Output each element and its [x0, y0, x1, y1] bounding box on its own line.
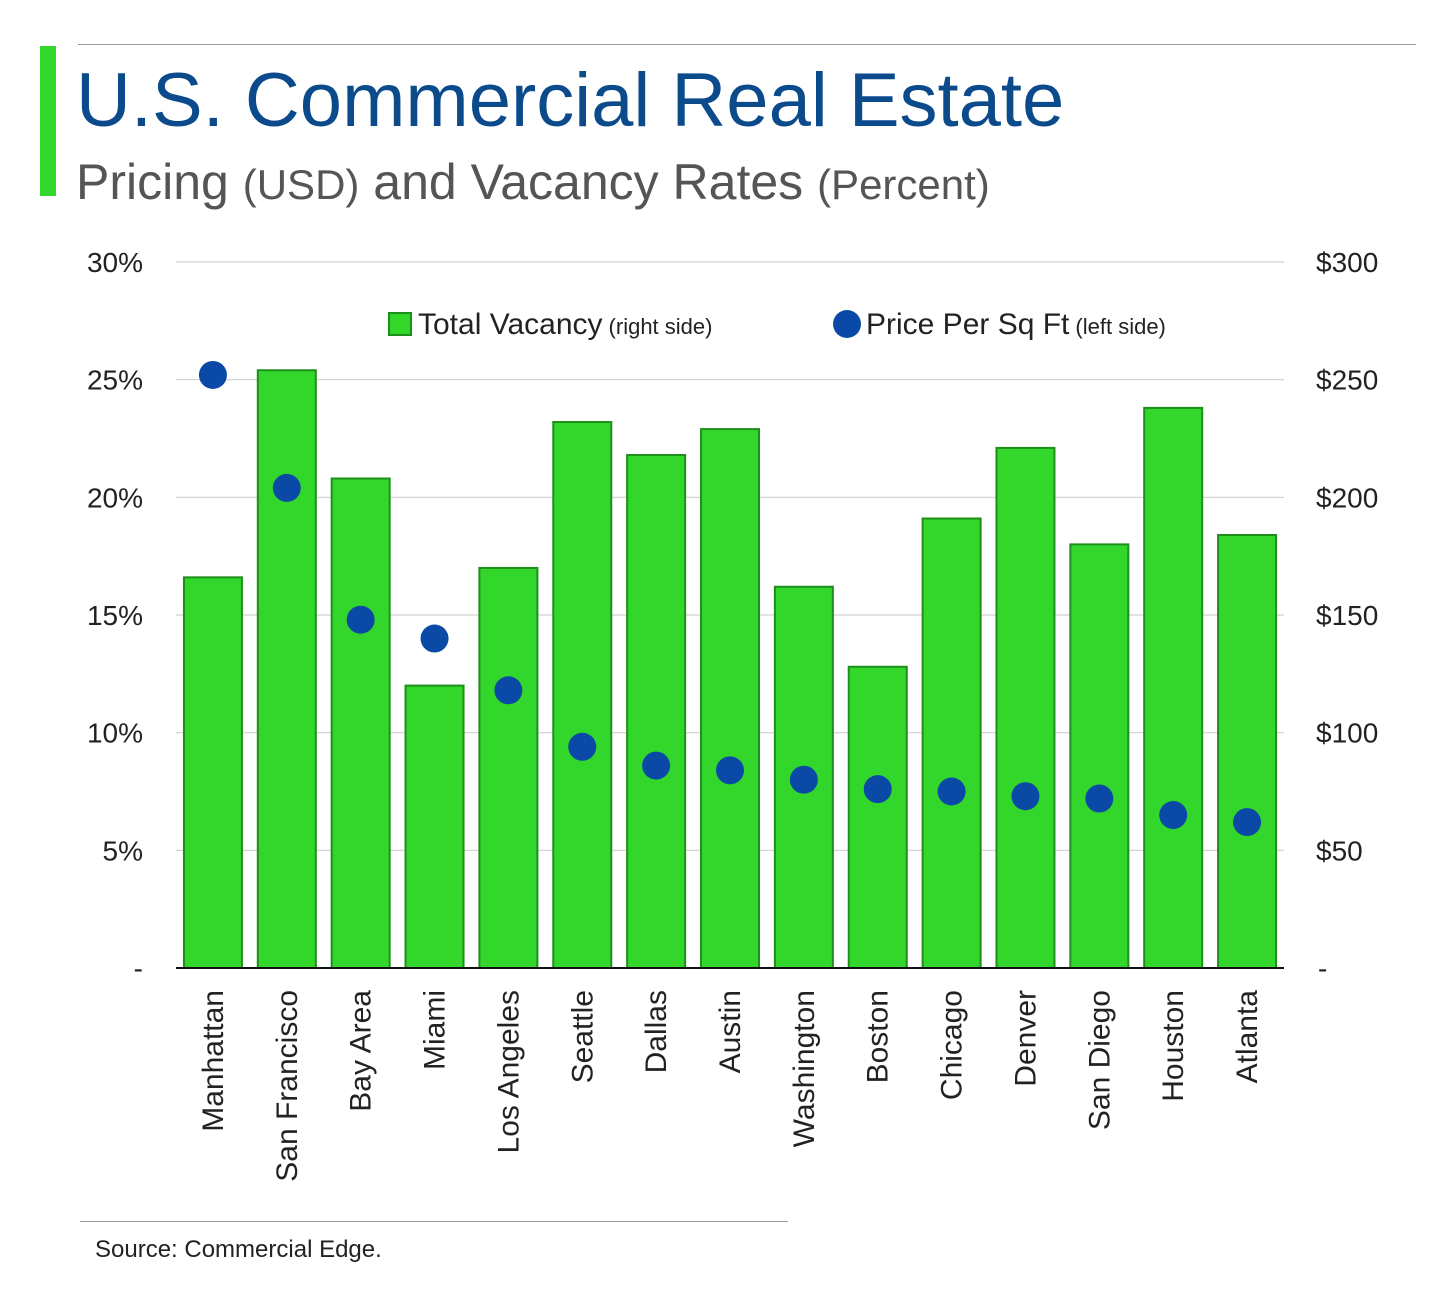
category-label: Los Angeles	[492, 990, 525, 1153]
vacancy-bar	[700, 428, 760, 969]
category-label: Houston	[1157, 990, 1190, 1102]
legend: Total Vacancy (right side) Price Per Sq F…	[388, 308, 1166, 341]
vacancy-bar	[182, 576, 243, 969]
price-dot	[937, 777, 966, 806]
right-axis-tick-label: $300	[1316, 247, 1378, 278]
chart-subtitle: Pricing (USD) and Vacancy Rates (Percent…	[76, 150, 990, 217]
right-axis-tick-label: -	[1318, 953, 1327, 984]
source-rule	[80, 1221, 788, 1222]
subtitle-pricing: Pricing	[76, 154, 243, 210]
legend-price-swatch	[833, 310, 861, 338]
category-label: Manhattan	[197, 990, 230, 1132]
price-dot	[1085, 784, 1114, 813]
category-label: Boston	[862, 990, 895, 1083]
category-label: San Francisco	[271, 990, 304, 1182]
price-dot	[1011, 782, 1040, 811]
vacancy-bar	[995, 446, 1056, 969]
right-axis-ticks: - $50 $100 $150 $200 $250 $300	[1316, 247, 1378, 984]
vacancy-bar	[626, 453, 687, 969]
legend-vacancy-note: (right side)	[609, 314, 713, 339]
category-label: Washington	[788, 990, 821, 1147]
chart-title: U.S. Commercial Real Estate	[76, 58, 1065, 143]
vacancy-bar	[1143, 406, 1204, 969]
left-axis-tick-label: 10%	[87, 718, 143, 749]
legend-vacancy-name: Total Vacancy	[418, 308, 603, 341]
category-label: Dallas	[640, 990, 673, 1073]
price-dot	[346, 605, 375, 634]
price-dot	[863, 775, 892, 804]
category-label: Seattle	[566, 990, 599, 1083]
vacancy-bar	[552, 421, 613, 969]
legend-vacancy-swatch	[388, 312, 412, 336]
top-rule	[78, 44, 1416, 45]
subtitle-usd: (USD)	[242, 161, 360, 208]
vacancy-bar	[1069, 543, 1130, 970]
subtitle-percent: (Percent)	[817, 161, 990, 208]
price-dot	[198, 360, 227, 389]
category-label: Denver	[1009, 990, 1042, 1087]
price-dot	[494, 676, 523, 705]
vacancy-bar	[921, 517, 982, 969]
category-label: Miami	[419, 990, 452, 1070]
right-axis-tick-label: $250	[1316, 365, 1378, 396]
price-dot	[716, 756, 744, 785]
legend-price-note: (left side)	[1075, 314, 1165, 339]
left-axis-tick-label: -	[134, 953, 143, 984]
right-axis-tick-label: $200	[1316, 482, 1378, 513]
left-axis-ticks: - 5% 10% 15% 20% 25% 30%	[87, 247, 143, 984]
category-label: San Diego	[1083, 990, 1116, 1130]
left-axis-tick-label: 25%	[87, 365, 143, 396]
legend-price-name: Price Per Sq Ft	[866, 308, 1070, 341]
price-dots	[198, 360, 1262, 837]
vacancy-bar	[847, 665, 908, 969]
category-labels: Manhattan San Francisco Bay Area Miami Los A…	[197, 990, 1264, 1182]
right-axis-tick-label: $100	[1316, 718, 1378, 749]
price-dot	[789, 765, 818, 794]
price-dot	[1159, 801, 1188, 830]
vacancy-bar	[330, 477, 391, 969]
vacancy-bar	[404, 684, 465, 969]
vacancy-bar	[478, 566, 539, 970]
category-label: Austin	[714, 990, 747, 1073]
price-dot	[642, 751, 671, 780]
right-axis-tick-label: $150	[1316, 600, 1378, 631]
legend-price-label: Price Per Sq Ft (left side)	[866, 308, 1166, 341]
price-dot	[420, 624, 449, 653]
subtitle-vacancy: and Vacancy Rates	[359, 154, 818, 210]
price-dot	[1233, 808, 1262, 837]
source-note: Source: Commercial Edge.	[95, 1236, 382, 1263]
left-axis-tick-label: 20%	[87, 482, 143, 513]
vacancy-bar	[1217, 533, 1278, 970]
vacancy-bars	[182, 369, 1278, 970]
right-axis-tick-label: $50	[1316, 835, 1363, 866]
category-label: Chicago	[936, 990, 969, 1100]
vacancy-bar	[256, 369, 317, 969]
category-label: Atlanta	[1231, 990, 1264, 1084]
price-dot	[568, 732, 597, 761]
legend-vacancy-label: Total Vacancy (right side)	[418, 308, 712, 341]
left-axis-tick-label: 5%	[103, 835, 143, 866]
accent-bar	[40, 46, 56, 196]
price-dot	[272, 473, 301, 502]
left-axis-tick-label: 15%	[87, 600, 143, 631]
left-axis-tick-label: 30%	[87, 247, 143, 278]
category-label: Bay Area	[345, 990, 378, 1112]
